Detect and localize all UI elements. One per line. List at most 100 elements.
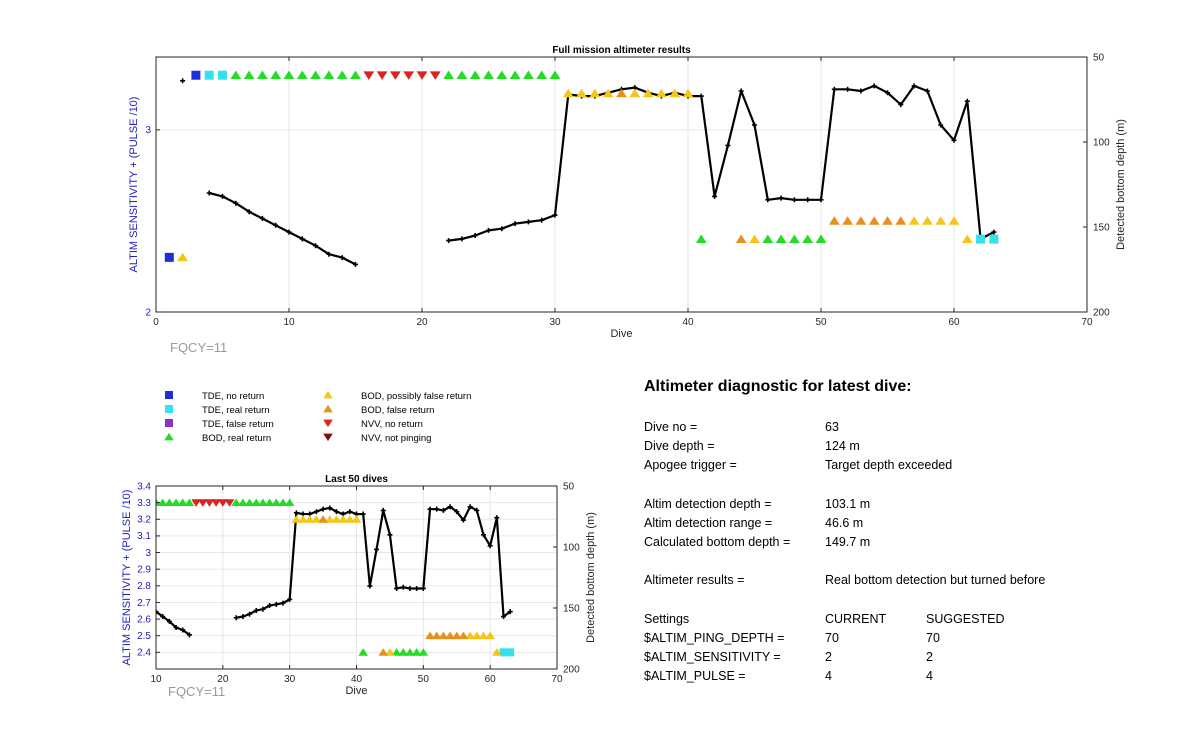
bottom-depth-point (911, 83, 917, 89)
bottom-depth-point (299, 236, 305, 242)
marker-bod-real-return (171, 498, 181, 507)
chart-title: Full mission altimeter results (552, 45, 691, 56)
marker-bod-false-return (842, 216, 853, 225)
marker-bod-real-return (405, 648, 415, 656)
y2-tick-label: 50 (563, 481, 575, 492)
bottom-depth-point (320, 506, 326, 512)
bottom-depth-point (326, 251, 332, 257)
marker-tde-no-return (92, 665, 100, 673)
y-tick-label: 2.8 (137, 581, 151, 592)
marker-bod-possibly-false-return (576, 88, 587, 98)
x-tick-label: 70 (1081, 317, 1093, 328)
marker-bod-real-return (509, 70, 521, 80)
marker-bod-real-return (238, 498, 248, 507)
marker-bod-real-return (775, 234, 787, 243)
bottom-depth-point (552, 212, 558, 218)
marker-bod-possibly-false-return (562, 88, 574, 98)
y-tick-label: 3.2 (137, 515, 151, 526)
marker-bod-possibly-false-return (749, 234, 760, 243)
bottom-depth-point (273, 222, 279, 228)
marker-bod-real-return (157, 498, 168, 507)
bottom-depth-point (752, 122, 757, 128)
legend: TDE, no return TDE, real return TDE, false… (164, 390, 471, 444)
bottom-depth-point (447, 504, 453, 510)
y2-axis-label: Detected bottom depth (m) (585, 512, 597, 643)
marker-bod-real-return (815, 234, 827, 243)
bottom-depth-point (233, 200, 239, 206)
bottom-depth-point (156, 609, 159, 615)
fqcy-annotation: FQCY=11 (170, 340, 227, 355)
bottom-depth-point (414, 585, 420, 591)
x-tick-label: 40 (682, 317, 694, 328)
marker-bod-possibly-false-return (948, 216, 960, 225)
marker-bod-false-return (438, 631, 449, 640)
marker-bod-false-return (318, 515, 328, 523)
legend-marker-bod-false-return (323, 404, 333, 413)
bottom-depth-point (253, 607, 259, 613)
marker-bod-possibly-false-return (669, 88, 681, 98)
legend-marker-nvv-not-pinging (323, 433, 333, 442)
marker-bod-real-return (244, 498, 255, 507)
marker-bod-real-return (270, 70, 282, 80)
x-tick-label: 60 (948, 317, 960, 328)
bottom-depth-point (964, 98, 970, 104)
bottom-depth-point (180, 627, 186, 633)
marker-bod-possibly-false-return (602, 88, 614, 98)
marker-bod-possibly-false-return (642, 88, 654, 98)
marker-bod-false-return (882, 216, 893, 225)
marker-bod-possibly-false-return (656, 88, 667, 98)
marker-bod-real-return (230, 70, 242, 80)
marker-nvv-no-return (363, 71, 375, 80)
marker-nvv-no-return (197, 499, 208, 507)
bottom-depth-point (374, 546, 380, 552)
marker-bod-false-return (458, 631, 469, 640)
marker-bod-real-return (418, 648, 429, 656)
bottom-depth-point (360, 511, 366, 517)
chart-title: Last 50 dives (325, 474, 388, 485)
marker-nvv-no-return (416, 71, 428, 80)
marker-bod-false-return (855, 216, 867, 225)
y-tick-label: 3.1 (137, 531, 151, 542)
bottom-depth-point (480, 532, 486, 538)
x-tick-label: 20 (416, 317, 428, 328)
marker-bod-real-return (350, 70, 361, 80)
y-axis-label: ALTIM SENSITIVITY + (PULSE /10) (121, 490, 133, 666)
marker-bod-real-return (271, 498, 282, 507)
bottom-depth-point (407, 585, 413, 591)
bottom-depth-point (353, 261, 358, 267)
bottom-depth-point (501, 614, 507, 620)
marker-bod-possibly-false-return (485, 631, 495, 640)
axes-box (155, 56, 1088, 313)
bottom-depth-point (712, 193, 718, 199)
y-tick-label: 2.5 (137, 631, 151, 642)
y2-tick-label: 150 (1093, 222, 1110, 233)
bottom-depth-point (273, 601, 279, 607)
marker-bod-real-return (762, 234, 774, 243)
bottom-depth-point (166, 618, 172, 624)
marker-bod-real-return (231, 498, 241, 507)
marker-bod-possibly-false-return (298, 515, 308, 523)
marker-bod-possibly-false-return (338, 515, 348, 523)
marker-bod-real-return (483, 70, 494, 80)
bottom-depth-line (236, 505, 511, 619)
marker-nvv-no-return (204, 499, 215, 507)
marker-bod-false-return (735, 234, 747, 243)
y-tick-label: 2.7 (137, 598, 151, 609)
marker-bod-possibly-false-return (478, 631, 489, 640)
marker-bod-possibly-false-return (908, 216, 920, 225)
marker-nvv-no-return (376, 71, 388, 80)
bottom-depth-point (487, 543, 493, 549)
bottom-depth-point (394, 585, 400, 591)
marker-bod-real-return (789, 234, 800, 243)
bottom-depth-point (898, 102, 904, 108)
x-tick-label: 70 (551, 674, 563, 685)
marker-bod-false-return (425, 631, 435, 640)
marker-bod-possibly-false-return (304, 515, 315, 523)
marker-bod-real-return (310, 70, 321, 80)
x-tick-label: 30 (549, 317, 561, 328)
marker-bod-real-return (456, 70, 468, 80)
marker-bod-possibly-false-return (589, 88, 601, 98)
legend-label-nvv-not-pinging: NVV, not pinging (361, 433, 431, 444)
marker-bod-possibly-false-return (629, 88, 641, 98)
x-tick-label: 10 (150, 674, 162, 685)
